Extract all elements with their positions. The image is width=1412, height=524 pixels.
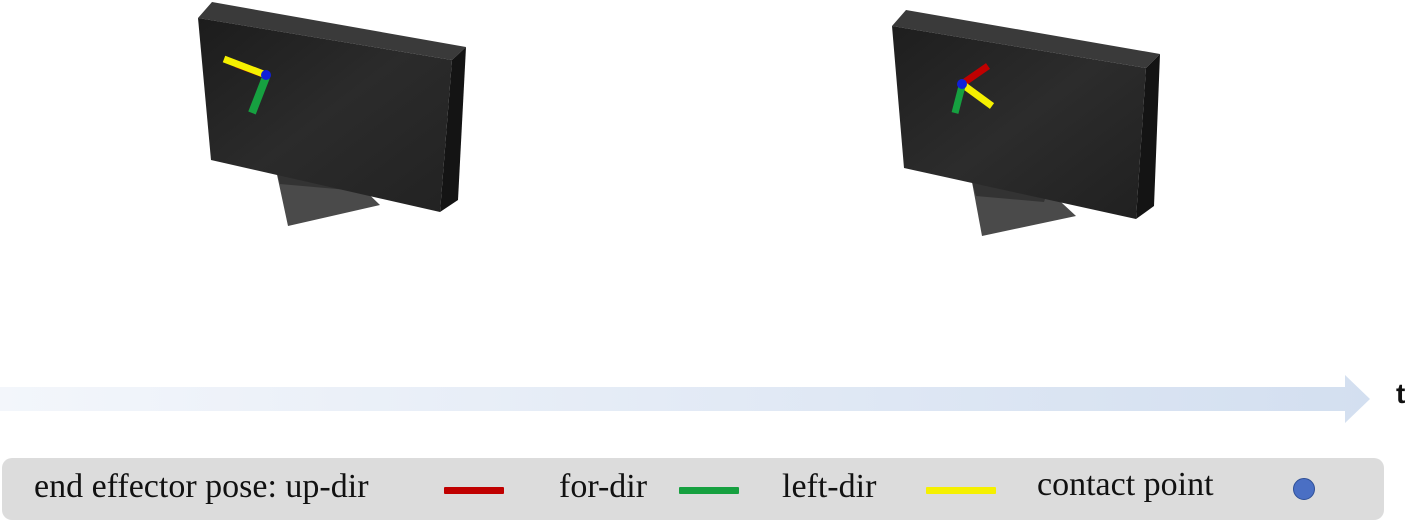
monitor-left-top-face [198, 2, 466, 60]
legend-for-dir-label: for-dir [559, 468, 648, 505]
time-axis-label: t [1396, 378, 1406, 409]
scene-canvas [198, 2, 1160, 236]
monitor-right-top-face [892, 10, 1160, 68]
legend-left-dir-swatch [926, 487, 996, 494]
pose-axes-right [951, 63, 995, 114]
monitor-left-screen [198, 18, 452, 212]
legend-contact-point-label: contact point [1037, 466, 1214, 503]
legend-up-dir-swatch [444, 487, 504, 494]
time-arrow [0, 375, 1370, 423]
for-dir-axis-left [248, 75, 270, 115]
legend-contact-point-swatch [1293, 478, 1315, 500]
monitor-left-side-face [440, 47, 466, 212]
monitor-left [198, 2, 466, 226]
legend-for-dir-swatch [679, 487, 739, 494]
legend-title: end effector pose: up-dir [34, 468, 369, 505]
monitor-right-side-face [1136, 54, 1160, 219]
legend-box: end effector pose: up-dir for-dir left-d… [2, 458, 1384, 520]
for-dir-axis-right [951, 85, 966, 114]
up-dir-axis-right [960, 63, 990, 87]
time-arrow-shape [0, 375, 1370, 423]
contact-point-left [261, 70, 271, 80]
monitor-right-screen [892, 26, 1146, 219]
pose-axes-left [222, 55, 271, 115]
left-dir-axis-left [222, 55, 268, 79]
left-dir-axis-right [959, 81, 995, 109]
monitor-right [892, 10, 1160, 236]
legend-left-dir-label: left-dir [782, 468, 877, 505]
contact-point-right [957, 79, 967, 89]
